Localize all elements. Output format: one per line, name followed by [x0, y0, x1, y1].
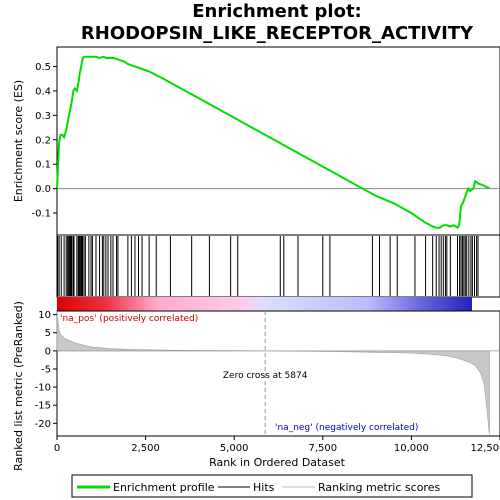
- es-plot-frame: [56, 46, 500, 236]
- neg-correlated-label: 'na_neg' (negatively correlated): [275, 423, 418, 433]
- chart-title-line2: RHODOPSIN_LIKE_RECEPTOR_ACTIVITY: [81, 23, 474, 44]
- metric-y-tick-label: -15: [35, 401, 51, 412]
- x-tick-label: 5,000: [220, 443, 249, 454]
- metric-y-tick-label: -10: [35, 383, 51, 394]
- chart-title-line1: Enrichment plot:: [192, 1, 362, 22]
- metric-y-tick-label: -5: [41, 364, 51, 375]
- x-tick-label: 7,500: [308, 443, 337, 454]
- x-tick-label: 0: [54, 443, 60, 454]
- metric-y-tick-label: -20: [35, 419, 51, 430]
- es-y-tick-label: 0.0: [35, 184, 51, 195]
- metric-y-tick-label: 0: [45, 346, 51, 357]
- legend-hits-label: Hits: [253, 481, 275, 494]
- legend-metric-label: Ranking metric scores: [318, 481, 440, 494]
- hits-panel-frame: [56, 234, 500, 298]
- x-tick-label: 2,500: [131, 443, 160, 454]
- x-tick-label: 10,000: [394, 443, 429, 454]
- x-tick-label: 12,500: [471, 443, 500, 454]
- es-y-axis: -0.1 0.0 0.1 0.2 0.3 0.4 0.5: [31, 62, 57, 220]
- es-plot-area: [56, 55, 500, 230]
- es-y-tick-label: 0.1: [35, 160, 51, 171]
- es-y-tick-label: 0.3: [35, 111, 51, 122]
- es-y-tick-label: -0.1: [31, 209, 51, 220]
- es-y-tick-label: 0.2: [35, 135, 51, 146]
- metric-y-tick-label: 10: [38, 310, 51, 321]
- x-axis: 0 2,500 5,000 7,500 10,000 12,500: [54, 436, 500, 454]
- rank-color-bar: [57, 297, 472, 311]
- metric-plot-frame: [56, 310, 500, 437]
- x-axis-label: Rank in Ordered Dataset: [209, 456, 346, 469]
- es-y-tick-label: 0.5: [35, 62, 51, 73]
- metric-y-tick-label: 5: [45, 328, 51, 339]
- hits-panel: [57, 236, 479, 296]
- metric-y-axis-label: Ranked list metric (PreRanked): [12, 301, 25, 471]
- metric-y-axis: -20 -15 -10 -5 0 5 10: [35, 310, 57, 430]
- legend: Enrichment profile Hits Ranking metric s…: [71, 474, 473, 498]
- es-y-tick-label: 0.4: [35, 86, 51, 97]
- legend-enrichment-label: Enrichment profile: [113, 481, 215, 494]
- legend-box: [71, 474, 473, 498]
- pos-correlated-label: 'na_pos' (positively correlated): [60, 314, 198, 324]
- metric-plot-area: Zero cross at 5874 'na_pos' (positively c…: [56, 310, 500, 436]
- es-y-axis-label: Enrichment score (ES): [12, 80, 25, 202]
- es-profile-line: [56, 55, 490, 230]
- zero-cross-label: Zero cross at 5874: [223, 371, 308, 381]
